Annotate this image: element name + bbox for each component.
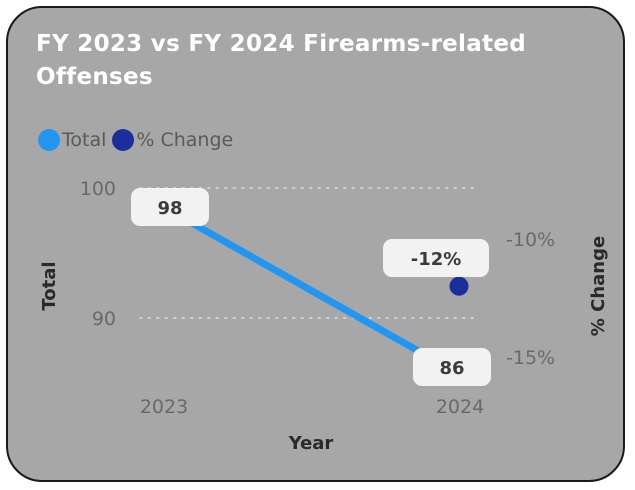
data-label-change-2024: -12%	[411, 249, 462, 270]
legend-marker-total	[38, 129, 60, 151]
data-label-change-2024-box	[383, 239, 489, 277]
x-tick-label-2023: 2023	[140, 396, 188, 418]
data-label-total-2023: 98	[157, 198, 182, 219]
y-axis-title: Total	[39, 261, 60, 310]
legend-label-total: Total	[62, 129, 107, 151]
y2-axis-title: % Change	[588, 236, 609, 336]
legend-label-change: % Change	[136, 129, 234, 151]
x-tick-label-2024: 2024	[436, 396, 484, 418]
legend-item-total[interactable]: Total	[38, 129, 106, 151]
series-line-total	[172, 210, 456, 374]
series-point-change-2024[interactable]	[449, 276, 469, 296]
chart-legend: Total % Change	[38, 126, 239, 154]
data-label-total-2024: 86	[439, 358, 464, 379]
y-tick-label-100: 100	[80, 178, 116, 200]
data-label-total-2024-box	[413, 348, 491, 386]
legend-marker-change	[112, 129, 135, 151]
y-tick-label-90: 90	[92, 308, 116, 330]
data-label-total-2023-box	[131, 188, 209, 226]
legend-item-change[interactable]: % Change	[112, 129, 233, 151]
y2-tick-label-neg15: -15%	[506, 347, 555, 369]
chart-card	[6, 6, 625, 482]
y2-tick-label-neg10: -10%	[506, 229, 555, 251]
chart-title: FY 2023 vs FY 2024 Firearms-related Offe…	[36, 31, 526, 90]
x-axis-title: Year	[288, 433, 334, 454]
